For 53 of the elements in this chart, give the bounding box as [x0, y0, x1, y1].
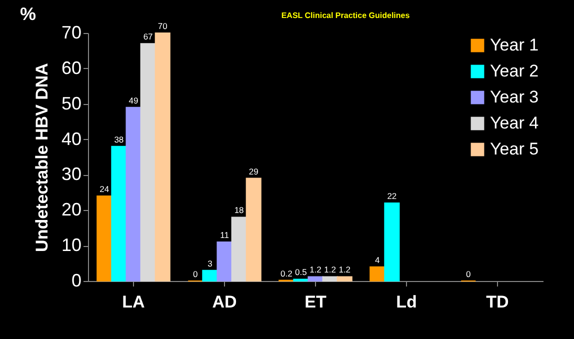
bar [384, 202, 400, 282]
data-label: 0 [466, 269, 472, 279]
legend-label: Year 1 [490, 36, 539, 54]
data-label: 22 [387, 191, 397, 202]
legend-label: Year 2 [490, 62, 539, 80]
legend-label: Year 4 [490, 114, 539, 132]
bar [140, 43, 156, 282]
data-label: 0.2 [280, 268, 293, 278]
y-tick-label: 10 [61, 235, 82, 256]
bar [202, 270, 218, 282]
x-tick-label: LA [122, 292, 145, 312]
bar [308, 276, 324, 282]
data-label: 1.2 [324, 264, 336, 275]
bar [96, 195, 112, 282]
data-label: 4 [375, 254, 380, 265]
y-tick-label: 60 [61, 58, 82, 78]
y-tick-label: 30 [61, 164, 82, 184]
bar [336, 276, 352, 282]
bar [322, 276, 338, 282]
y-axis-title: Undetectable HBV DNA [32, 63, 52, 252]
x-tick-label: AD [212, 292, 237, 312]
data-label: 1.2 [310, 264, 322, 275]
data-label: 0 [193, 269, 198, 279]
bar [231, 216, 247, 282]
data-label: 38 [114, 134, 124, 144]
bar [216, 242, 232, 282]
y-tick-label: 20 [61, 200, 82, 220]
data-label: 1.2 [338, 264, 351, 275]
data-label: 70 [158, 21, 168, 31]
data-label: 49 [128, 95, 138, 106]
bar [370, 266, 386, 282]
legend-label: Year 5 [490, 140, 539, 158]
data-label: 24 [100, 184, 110, 194]
bar [154, 32, 170, 282]
x-tick-label: TD [486, 292, 509, 312]
data-label: 0.5 [295, 267, 308, 278]
y-tick-label: 70 [61, 22, 82, 42]
x-tick-label: ET [304, 292, 327, 312]
bar [126, 106, 142, 282]
legend-label: Year 3 [490, 88, 539, 106]
bar [111, 146, 127, 282]
data-label: 29 [248, 166, 259, 176]
y-tick-label: 50 [61, 93, 82, 114]
text: % [20, 4, 36, 24]
data-label: 18 [234, 205, 244, 216]
data-label: 67 [143, 32, 154, 42]
data-label: 11 [220, 230, 230, 240]
chart-title: EASL Clinical Practice Guidelines [281, 11, 410, 20]
bar [246, 178, 262, 282]
y-tick-label: 40 [61, 128, 82, 149]
x-tick-label: Ld [396, 292, 417, 312]
data-label: 3 [208, 258, 213, 268]
y-tick-label: 0 [71, 270, 82, 290]
